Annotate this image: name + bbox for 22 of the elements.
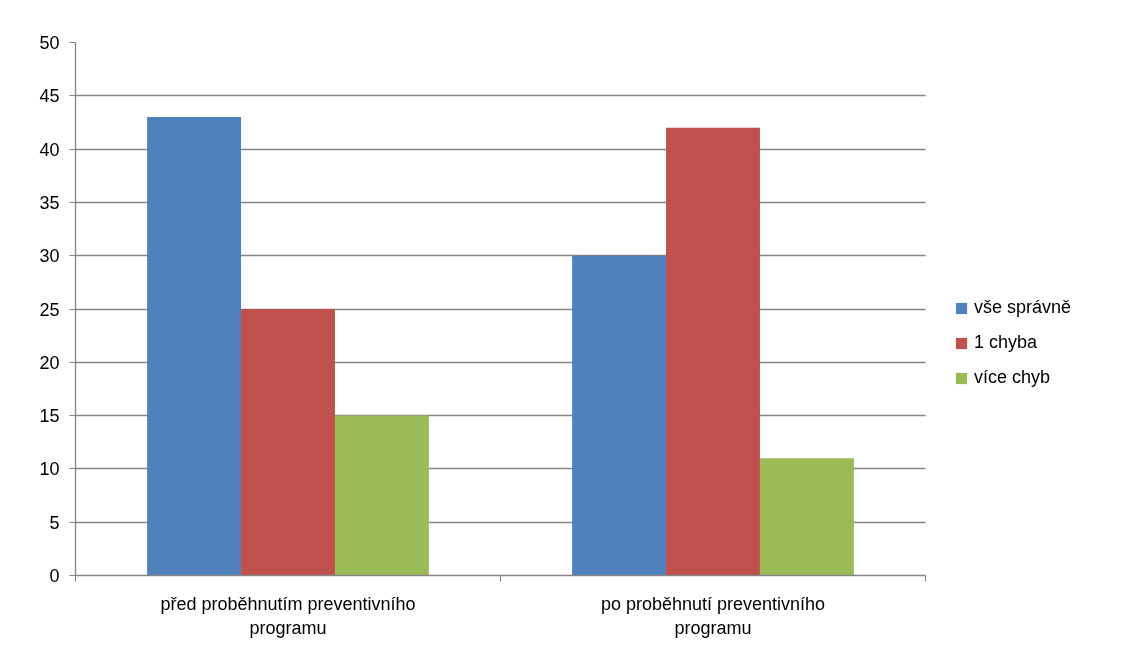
legend-label: vše správně [974,297,1072,318]
x-tick-label: před proběhnutím preventivního programu [160,593,416,638]
bar [334,415,429,576]
y-tick-label: 30 [39,246,60,267]
bar [759,458,854,576]
y-tick-label: 45 [39,86,60,107]
y-tick-label: 50 [39,33,60,53]
bar [147,117,242,576]
y-tick-label: 0 [49,566,60,586]
bar [666,127,760,576]
x-tick-label: po proběhnutí preventivního programu [600,593,826,638]
y-tick-label: 10 [39,459,60,480]
y-tick-label: 35 [39,192,60,213]
y-tick-label: 25 [39,299,60,320]
bar [241,309,335,576]
bar [572,255,667,576]
y-tick-label: 40 [39,139,60,160]
legend-label: více chyb [974,367,1051,388]
y-tick-label: 5 [49,512,60,533]
legend-label: 1 chyba [974,332,1038,353]
y-tick-label: 15 [39,406,60,427]
y-tick-label: 20 [39,352,60,373]
